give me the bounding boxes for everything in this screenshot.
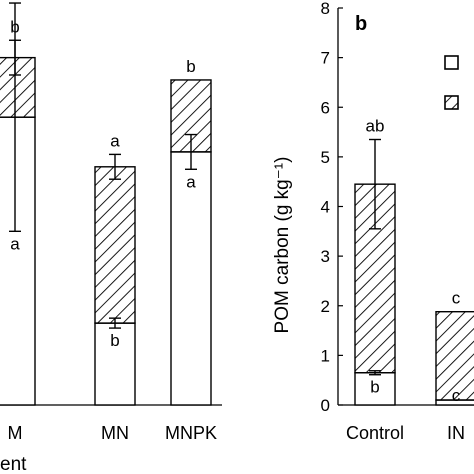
- significance-letter: b: [10, 17, 19, 36]
- x-tick-label: M: [8, 423, 23, 443]
- significance-letter: a: [10, 234, 20, 253]
- bar-hatched-segment: [435, 311, 474, 401]
- legend-swatch-hatched: [444, 95, 459, 110]
- y-tick-label: 1: [321, 346, 330, 365]
- x-axis-title: ent: [0, 454, 27, 474]
- x-tick-label: MNPK: [165, 423, 217, 443]
- bar-open-segment: [170, 151, 212, 406]
- y-tick-label: 7: [321, 49, 330, 68]
- bar-open-segment: [354, 372, 396, 406]
- y-tick-label: 6: [321, 98, 330, 117]
- x-tick-label: Control: [346, 423, 404, 443]
- y-tick-label: 3: [321, 247, 330, 266]
- panel-a: b a Ma b MN b a MNPK ent: [0, 2, 222, 474]
- significance-letter: b: [186, 57, 195, 76]
- legend-swatch-open: [444, 55, 459, 70]
- significance-letter: b: [370, 378, 379, 397]
- panel-label: b: [355, 13, 367, 35]
- significance-letter: c: [452, 289, 461, 308]
- significance-letter: b: [110, 331, 119, 350]
- bar-hatched-segment: [94, 166, 136, 324]
- y-axis-title: POM carbon (g kg⁻¹): [272, 157, 293, 334]
- significance-letter: a: [110, 131, 120, 150]
- x-tick-label: MN: [101, 423, 129, 443]
- panel-b: 0 1 2 3 4 5 6 7 8 ab b Control c c IN b POM carbon (g kg…: [272, 0, 474, 443]
- y-tick-label: 5: [321, 148, 330, 167]
- bar-open-segment: [0, 116, 36, 406]
- significance-letter: a: [186, 172, 196, 191]
- y-tick-label: 2: [321, 297, 330, 316]
- significance-letter: c: [452, 386, 461, 405]
- bar-hatched-segment: [0, 56, 36, 118]
- bar-open-segment: [94, 322, 136, 406]
- x-tick-label: IN: [447, 423, 465, 443]
- y-tick-label: 4: [321, 198, 330, 217]
- significance-letter: ab: [366, 117, 385, 136]
- y-tick-label: 8: [321, 0, 330, 18]
- y-tick-label: 0: [321, 396, 330, 415]
